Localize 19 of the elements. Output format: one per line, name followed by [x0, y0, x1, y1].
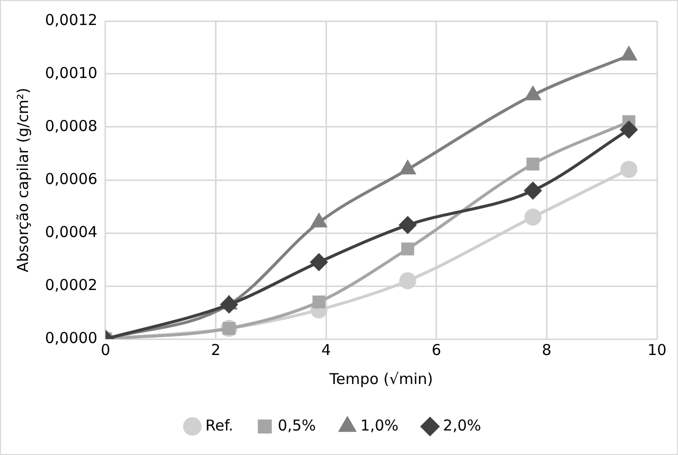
legend-label: 0,5% [278, 416, 316, 434]
x-tick-label: 8 [542, 340, 552, 359]
y-tick-label: 0,0002 [44, 276, 98, 294]
legend-label: Ref. [205, 416, 234, 434]
y-tick-label: 0,0004 [44, 222, 98, 241]
x-tick-label: 2 [211, 340, 221, 359]
x-tick-label: 4 [321, 340, 331, 359]
legend-label: 1,0% [360, 416, 399, 434]
x-tick-label: 10 [647, 340, 667, 359]
y-tick-label: 0,0010 [44, 64, 98, 82]
y-tick-label: 0,0006 [44, 170, 98, 188]
x-tick-label: 6 [432, 340, 442, 359]
x-axis-title: Tempo (√min) [328, 370, 433, 388]
x-tick-label: 0 [100, 340, 110, 359]
y-axis-title: Absorção capilar (g/cm²) [14, 88, 32, 272]
legend-label: 2,0% [443, 416, 482, 434]
y-tick-label: 0,0008 [44, 116, 98, 135]
y-tick-label: 0,0000 [44, 328, 98, 347]
y-tick-label: 0,0012 [44, 10, 98, 29]
